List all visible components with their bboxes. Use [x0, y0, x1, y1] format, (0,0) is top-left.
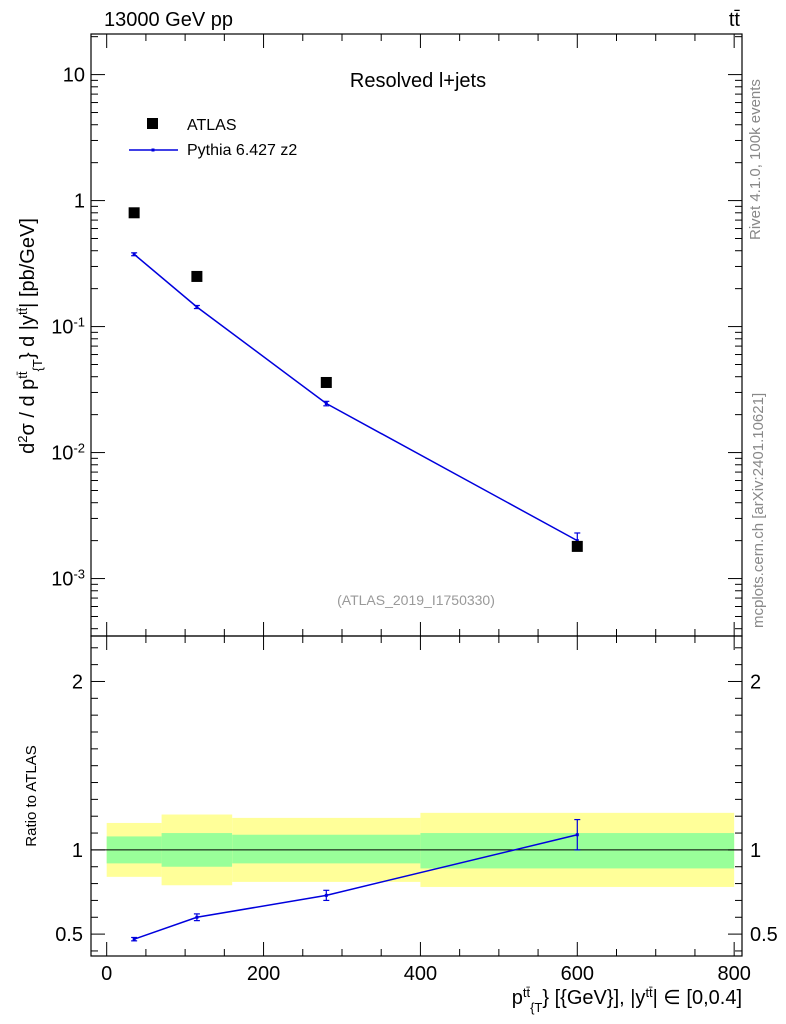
atlas-point: [571, 540, 583, 552]
ratio-x-tick-label: 400: [404, 963, 437, 985]
main-data-marks: [128, 207, 583, 552]
atlas-point: [128, 207, 140, 219]
ratio-data-marks: [131, 818, 581, 942]
main-y-tick-label: 10: [63, 65, 85, 87]
legend: ATLAS Pythia 6.427 z2: [129, 117, 297, 159]
pythia-point: [324, 402, 328, 406]
ratio-point: [195, 915, 199, 919]
ratio-point: [132, 937, 136, 941]
main-y-axis-label: d2σ / d ptt̄{T} d |ytt̄| [pb/GeV]: [15, 218, 45, 454]
ratio-y-tick-label-right: 0.5: [750, 924, 778, 946]
ratio-y-tick-label-right: 2: [750, 671, 761, 693]
ratio-point: [575, 833, 579, 837]
legend-atlas-label: ATLAS: [187, 117, 237, 134]
ratio-x-tick-label: 800: [717, 963, 750, 985]
main-y-tick-label: 10-2: [51, 440, 85, 465]
pythia-line: [133, 253, 578, 542]
ratio-y-axis-label: Ratio to ATLAS: [23, 745, 40, 846]
ratio-y-tick-label: 0.5: [55, 924, 83, 946]
ratio-y-tick-label-right: 1: [750, 840, 761, 862]
ratio-y-tick-label: 1: [72, 840, 83, 862]
ratio-frame: [90, 635, 743, 957]
main-y-tick-label: 1: [74, 191, 85, 213]
ratio-x-tick-label: 200: [247, 963, 280, 985]
process-label: tt̄: [729, 9, 741, 31]
atlas-point: [191, 270, 203, 282]
energy-label: 13000 GeV pp: [104, 9, 233, 31]
main-x-ticks: [106, 34, 735, 636]
ratio-band-inner: [232, 834, 421, 864]
source-label: mcplots.cern.ch [arXiv:2401.10621]: [750, 393, 767, 628]
legend-atlas-marker: [147, 118, 158, 129]
main-y-tick-label: 10-3: [51, 566, 85, 591]
main-y-ticks: 10 1 10-1 10-2 10-3: [51, 36, 742, 630]
pythia-point: [195, 305, 199, 309]
main-panel: 10 1 10-1 10-2 10-3 Resolved l+jets (ATLAS_2…: [15, 33, 743, 637]
ratio-line: [133, 834, 578, 940]
ratio-panel: 0.5 0.51 12 2 0 200 400 600 800 Ratio to ATLAS …: [23, 635, 778, 1015]
ratio-point: [324, 893, 328, 897]
ratio-x-tick-label: 600: [561, 963, 594, 985]
chart-title: Resolved l+jets: [350, 70, 486, 92]
ratio-x-axis-label: ptt̄{T} [{GeV}], |ytt̄| ∈ [0,0.4]: [512, 985, 742, 1015]
ratio-x-ticks: 0 200 400 600 800: [101, 636, 751, 985]
pythia-point: [132, 252, 136, 256]
ratio-x-tick-label: 0: [101, 963, 112, 985]
pythia-point: [575, 539, 579, 543]
ratio-y-tick-label: 2: [72, 671, 83, 693]
atlas-point: [320, 376, 332, 388]
ratio-y-ticks: 0.5 0.5 1 1 2 2: [55, 647, 778, 952]
main-y-tick-label: 10-1: [51, 314, 85, 339]
legend-pythia-label: Pythia 6.427 z2: [187, 142, 297, 159]
rivet-label: Rivet 4.1.0, 100k events: [747, 79, 764, 240]
analysis-tag: (ATLAS_2019_I1750330): [337, 592, 495, 608]
legend-pythia-marker: [151, 148, 155, 152]
